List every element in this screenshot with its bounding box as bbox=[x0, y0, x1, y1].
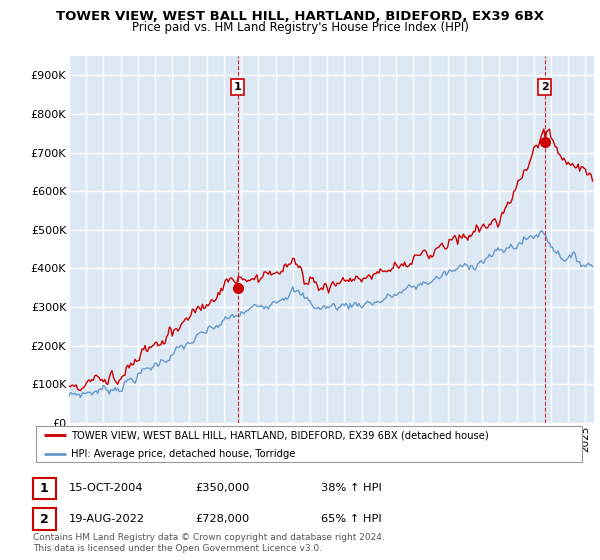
Text: 19-AUG-2022: 19-AUG-2022 bbox=[69, 514, 145, 524]
Text: 38% ↑ HPI: 38% ↑ HPI bbox=[321, 483, 382, 493]
Text: £350,000: £350,000 bbox=[195, 483, 250, 493]
Text: £728,000: £728,000 bbox=[195, 514, 249, 524]
Text: HPI: Average price, detached house, Torridge: HPI: Average price, detached house, Torr… bbox=[71, 449, 296, 459]
Text: TOWER VIEW, WEST BALL HILL, HARTLAND, BIDEFORD, EX39 6BX (detached house): TOWER VIEW, WEST BALL HILL, HARTLAND, BI… bbox=[71, 431, 489, 440]
Text: 2: 2 bbox=[541, 82, 548, 92]
Text: 1: 1 bbox=[233, 82, 241, 92]
Text: Contains HM Land Registry data © Crown copyright and database right 2024.
This d: Contains HM Land Registry data © Crown c… bbox=[33, 533, 385, 553]
Text: 65% ↑ HPI: 65% ↑ HPI bbox=[321, 514, 382, 524]
Text: 1: 1 bbox=[40, 482, 49, 495]
Text: TOWER VIEW, WEST BALL HILL, HARTLAND, BIDEFORD, EX39 6BX: TOWER VIEW, WEST BALL HILL, HARTLAND, BI… bbox=[56, 10, 544, 23]
Text: Price paid vs. HM Land Registry's House Price Index (HPI): Price paid vs. HM Land Registry's House … bbox=[131, 21, 469, 34]
Text: 15-OCT-2004: 15-OCT-2004 bbox=[69, 483, 143, 493]
Text: 2: 2 bbox=[40, 512, 49, 526]
